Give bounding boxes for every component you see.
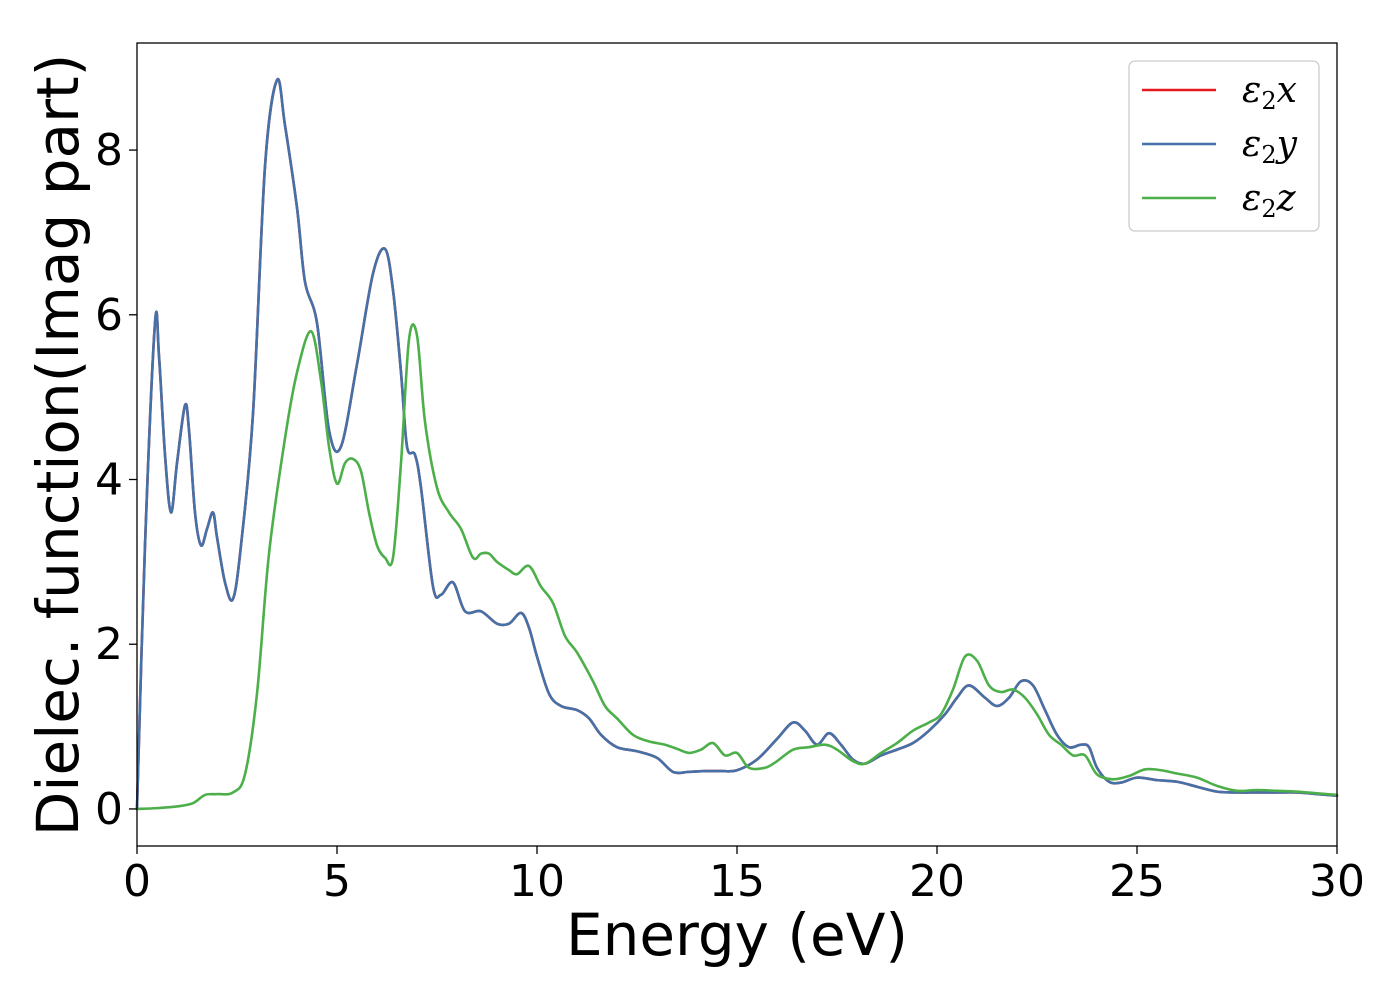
x-tick-label: 0 [123,856,151,907]
legend-box [1128,60,1320,232]
series-line-z [135,323,1339,811]
x-tick-label: 25 [1109,856,1165,907]
y-tick-label: 6 [95,290,123,341]
y-tick-label: 4 [95,455,123,506]
x-tick-label: 20 [909,856,965,907]
legend-label-z: ε2z [1242,178,1297,223]
y-axis-title: Dielec. function(Imag part) [24,54,92,837]
x-tick-label: 15 [709,856,765,907]
legend-label-y: ε2y [1242,124,1298,169]
y-tick-label: 8 [95,125,123,176]
x-axis-ticks: 0 5 10 15 20 25 30 [123,846,1365,907]
x-tick-label: 5 [323,856,351,907]
y-tick-label: 2 [95,619,123,670]
series-lines [135,77,1339,811]
x-tick-label: 10 [509,856,565,907]
y-axis-ticks: 0 2 4 6 8 [95,125,137,835]
series-line-y [135,77,1339,811]
x-tick-label: 30 [1309,856,1365,907]
legend: ε2x ε2y ε2z [1128,60,1320,232]
x-axis-title: Energy (eV) [566,901,908,969]
y-tick-label: 0 [95,784,123,835]
legend-label-x: ε2x [1242,70,1297,115]
